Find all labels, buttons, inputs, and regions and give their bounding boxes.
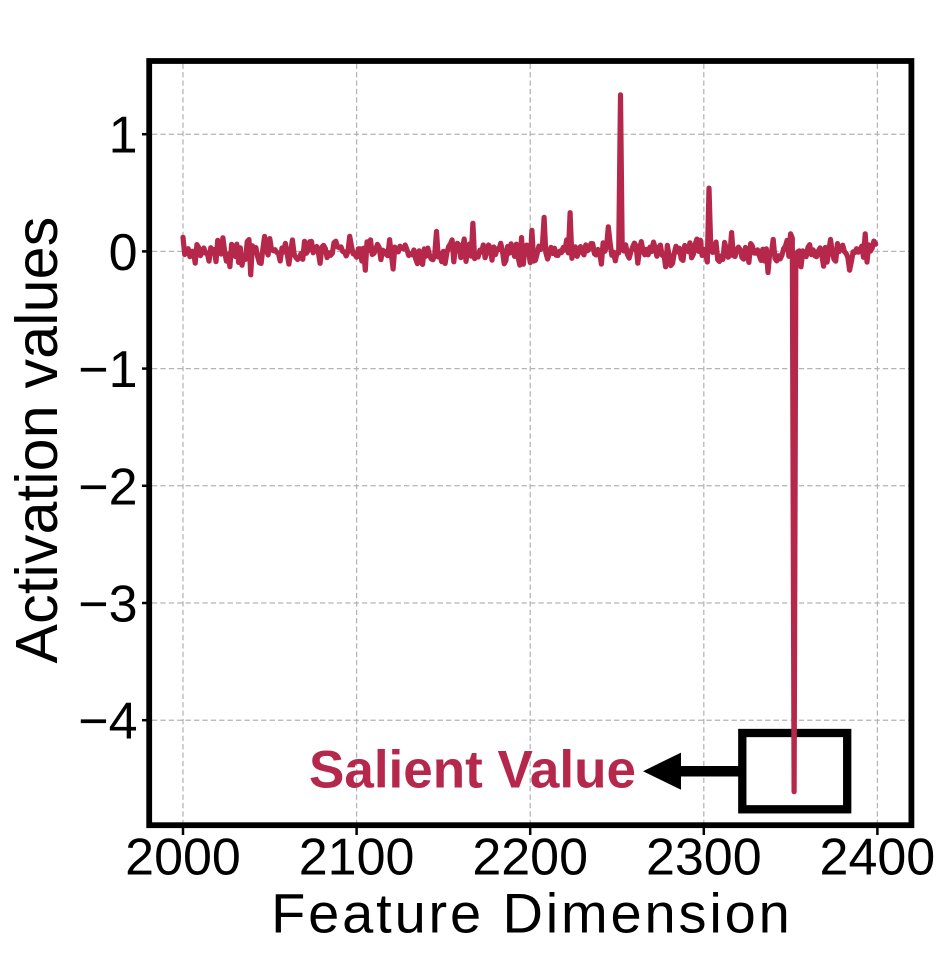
svg-text:−3: −3: [78, 576, 137, 634]
svg-text:2300: 2300: [646, 828, 762, 886]
svg-text:2000: 2000: [125, 828, 241, 886]
svg-text:Activation values: Activation values: [4, 217, 70, 664]
svg-text:1: 1: [109, 107, 138, 165]
svg-text:−1: −1: [78, 341, 137, 399]
svg-text:Feature Dimension: Feature Dimension: [271, 881, 793, 944]
svg-text:−4: −4: [78, 693, 137, 751]
svg-text:2400: 2400: [820, 828, 936, 886]
svg-text:2100: 2100: [299, 828, 415, 886]
svg-text:2200: 2200: [472, 828, 588, 886]
svg-text:Salient Value: Salient Value: [309, 741, 636, 800]
svg-text:0: 0: [109, 224, 138, 282]
svg-text:−2: −2: [78, 458, 137, 516]
